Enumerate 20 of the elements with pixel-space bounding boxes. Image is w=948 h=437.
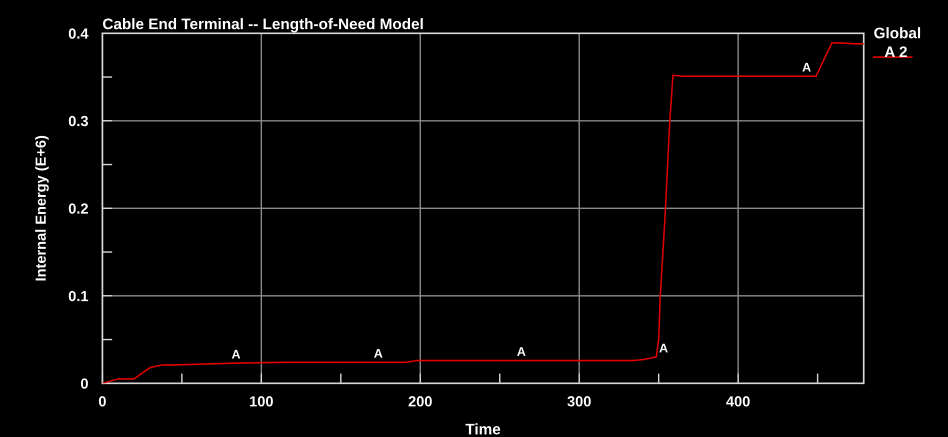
series-label: A 2: [884, 46, 907, 58]
x-tick-label: 300: [567, 396, 591, 407]
x-tick-label: 400: [726, 396, 750, 407]
annotation: A: [802, 62, 811, 72]
x-tick-label: 100: [250, 396, 273, 407]
x-tick-label: 200: [408, 396, 432, 407]
y-tick-label: 0.2: [68, 203, 88, 214]
annotation: A: [517, 347, 526, 356]
annotation: A: [659, 344, 668, 352]
y-tick-label: 0.3: [68, 116, 88, 126]
annotation: A: [232, 350, 240, 358]
annotation: A: [374, 349, 382, 358]
chart-title: Cable End Terminal -- Length-of-Need Model: [103, 18, 423, 32]
y-tick-label: 0: [80, 378, 88, 389]
x-tick-label: 0: [98, 396, 106, 407]
legend-title: Global: [874, 27, 920, 38]
y-tick-label: 0.4: [68, 28, 88, 39]
y-axis-title: Internal Energy (E+6): [35, 136, 49, 280]
x-axis-title: Time: [466, 423, 500, 435]
y-tick-label: 0.1: [68, 290, 88, 302]
